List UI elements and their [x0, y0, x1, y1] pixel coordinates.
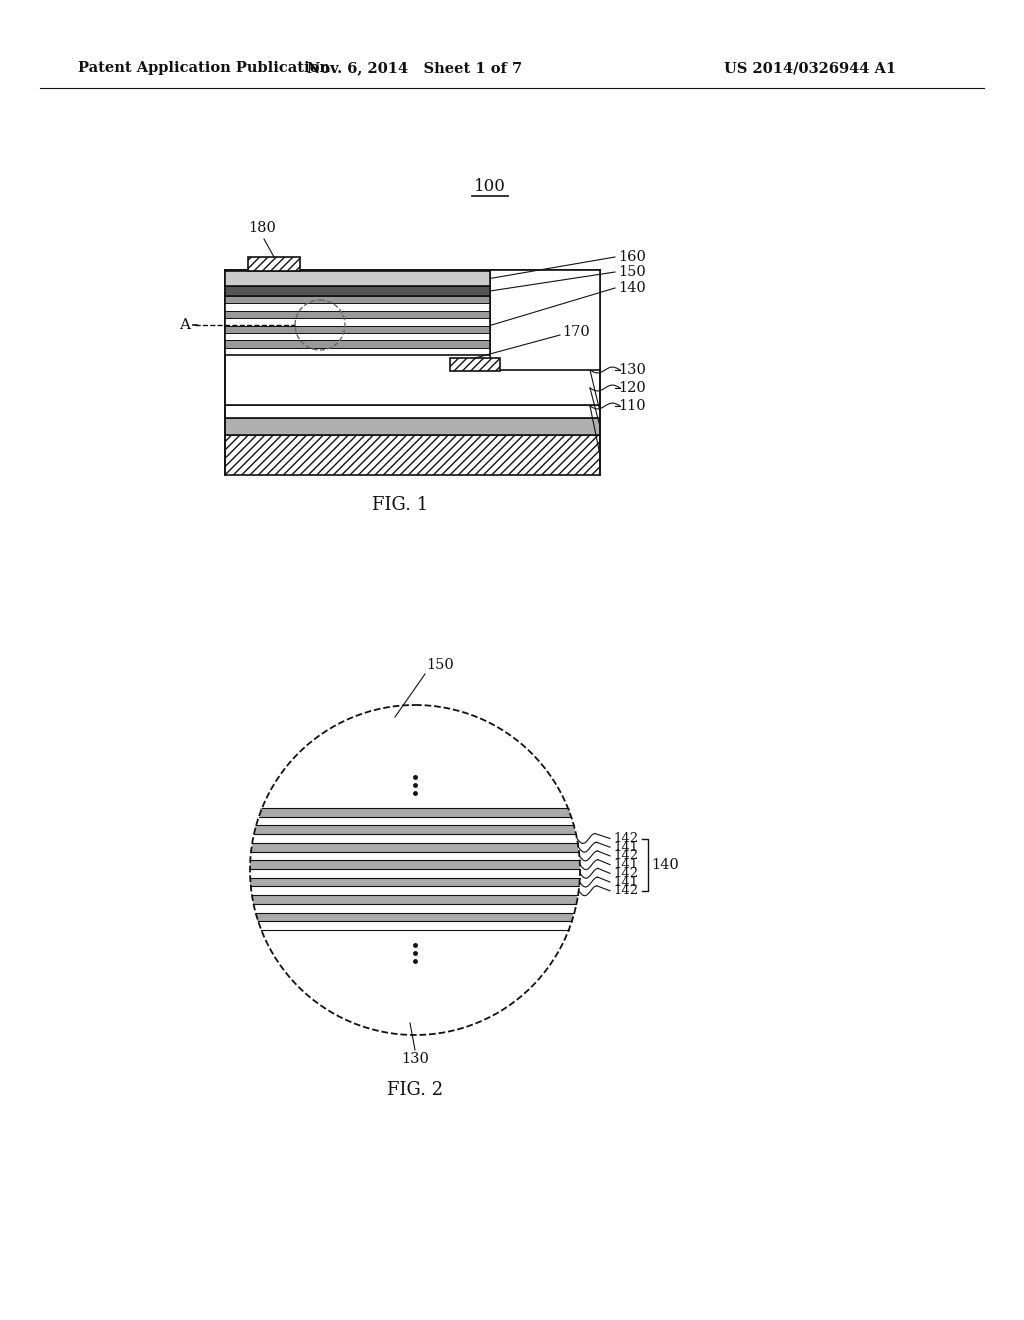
- Bar: [260, 808, 569, 817]
- Text: A: A: [179, 318, 190, 333]
- Bar: [257, 912, 573, 921]
- Bar: [225, 347, 490, 355]
- Text: 142: 142: [613, 832, 638, 845]
- Bar: [450, 358, 500, 371]
- Bar: [225, 436, 600, 475]
- Bar: [225, 310, 490, 318]
- Text: 140: 140: [651, 858, 679, 871]
- Bar: [251, 878, 580, 887]
- Bar: [255, 825, 575, 834]
- Text: 141: 141: [613, 858, 638, 871]
- Bar: [225, 296, 490, 355]
- Text: 141: 141: [613, 875, 638, 888]
- Text: 160: 160: [618, 249, 646, 264]
- Bar: [250, 861, 580, 869]
- Bar: [225, 271, 600, 405]
- Text: 180: 180: [248, 220, 275, 235]
- Bar: [251, 887, 579, 895]
- Text: 170: 170: [562, 325, 590, 339]
- Bar: [252, 843, 579, 851]
- Text: Patent Application Publication: Patent Application Publication: [78, 61, 330, 75]
- Bar: [248, 257, 300, 271]
- Bar: [225, 286, 490, 296]
- Text: 142: 142: [613, 850, 638, 862]
- Text: 110: 110: [618, 399, 645, 413]
- Bar: [253, 895, 578, 904]
- Text: 130: 130: [618, 363, 646, 378]
- Bar: [225, 271, 490, 286]
- Bar: [255, 904, 575, 912]
- Bar: [225, 296, 490, 304]
- Text: 130: 130: [401, 1052, 429, 1067]
- Text: US 2014/0326944 A1: US 2014/0326944 A1: [724, 61, 896, 75]
- Text: 120: 120: [618, 381, 646, 395]
- Bar: [260, 921, 570, 931]
- Bar: [490, 271, 600, 370]
- Bar: [253, 834, 577, 843]
- Circle shape: [250, 705, 580, 1035]
- Bar: [225, 304, 490, 310]
- Bar: [251, 851, 580, 861]
- Text: 142: 142: [613, 884, 638, 898]
- Bar: [225, 333, 490, 341]
- Text: FIG. 2: FIG. 2: [387, 1081, 443, 1100]
- Bar: [225, 418, 600, 436]
- Text: 150: 150: [426, 657, 454, 672]
- Bar: [225, 405, 600, 418]
- Bar: [225, 326, 490, 333]
- Bar: [257, 817, 572, 825]
- Text: 142: 142: [613, 867, 638, 880]
- Text: 100: 100: [474, 178, 506, 195]
- Bar: [250, 869, 580, 878]
- Text: FIG. 1: FIG. 1: [372, 496, 428, 513]
- Text: 140: 140: [618, 281, 646, 294]
- Bar: [225, 341, 490, 347]
- Text: 150: 150: [618, 265, 646, 279]
- Text: 141: 141: [613, 841, 638, 854]
- Text: Nov. 6, 2014   Sheet 1 of 7: Nov. 6, 2014 Sheet 1 of 7: [307, 61, 522, 75]
- Bar: [225, 318, 490, 326]
